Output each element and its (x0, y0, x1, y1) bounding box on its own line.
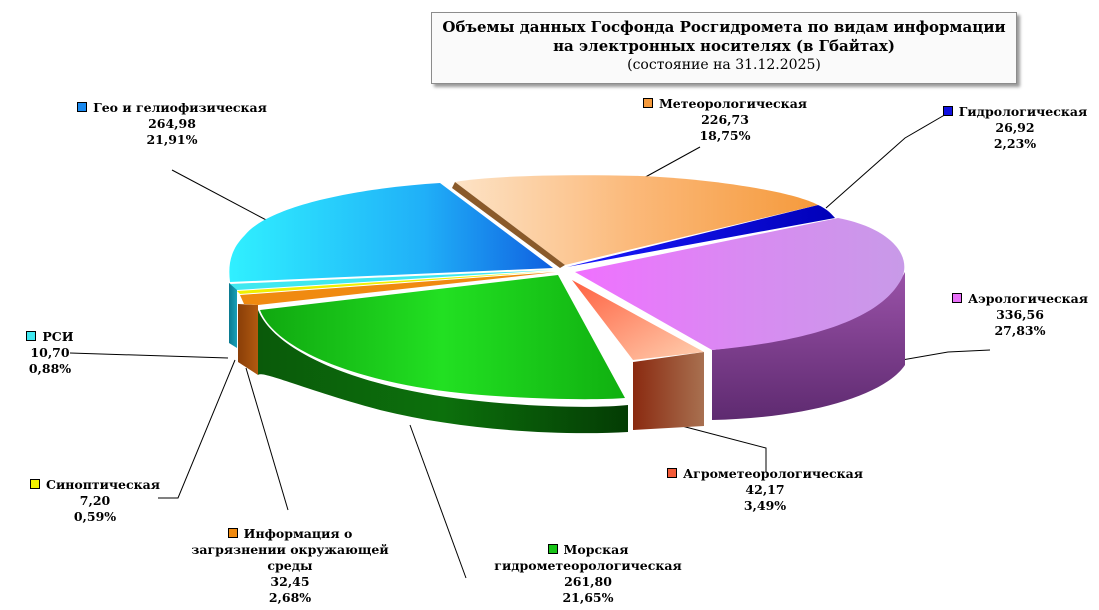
label-name: Метеорологическая (658, 96, 808, 111)
label-percent: 27,83% (994, 323, 1046, 338)
pie-slice-geo (229, 183, 553, 282)
label-percent: 2,68% (268, 590, 312, 605)
label-value: 226,73 (701, 112, 749, 127)
label-name: Гидрологическая (958, 104, 1088, 119)
label-name-line2: гидрометеорологическая (494, 558, 682, 573)
pie-slice-marine (260, 275, 625, 400)
pie-slice-meteo-edge (452, 182, 565, 268)
leader-line-geo (171, 169, 271, 223)
pie-slice-pollution (240, 272, 556, 305)
data-label-meteo: Метеорологическая 226,73 18,75% (640, 96, 810, 144)
pie-side-agro (633, 352, 704, 430)
label-name-line2: загрязнении окружающей (191, 542, 389, 557)
label-name-line3: среды (267, 558, 313, 573)
legend-swatch-agro (667, 468, 677, 478)
legend-swatch-geo (77, 102, 88, 112)
pie-side-marine (258, 310, 628, 434)
label-name: Информация о (243, 526, 353, 541)
legend-swatch-pollution (227, 528, 238, 538)
legend-swatch-aero (951, 293, 962, 303)
data-label-agro: Агрометеорологическая 42,17 3,49% (660, 466, 870, 514)
legend-swatch-meteo (642, 98, 653, 108)
pie-side-pollution (238, 304, 258, 375)
label-name: Морская (563, 542, 629, 557)
pie-side-rsi (229, 283, 237, 348)
pie-side-aero (712, 272, 905, 420)
data-label-synoptic: Синоптическая 7,20 0,59% (30, 477, 160, 525)
pie-slice-agro (572, 280, 704, 360)
label-name: Гео и гелиофизическая (93, 100, 267, 115)
leader-line-agro (677, 424, 767, 472)
legend-swatch-rsi (26, 331, 37, 341)
label-percent: 0,59% (73, 509, 117, 524)
leader-line-synoptic (158, 359, 236, 499)
label-percent: 18,75% (699, 128, 751, 143)
label-name: Аэрологическая (967, 291, 1089, 306)
legend-swatch-marine (547, 544, 558, 554)
data-label-geo: Гео и гелиофизическая 264,98 21,91% (72, 100, 272, 148)
data-label-pollution: Информация о загрязнении окружающей сред… (180, 526, 400, 606)
legend-swatch-hydro (942, 106, 953, 116)
label-value: 336,56 (996, 307, 1044, 322)
pie-slice-rsi (230, 270, 553, 290)
chart-title-line1: Объемы данных Госфонда Росгидромета по в… (442, 18, 1006, 36)
chart-title-box: Объемы данных Госфонда Росгидромета по в… (431, 12, 1017, 84)
leader-line-hydro (825, 112, 949, 209)
label-value: 264,98 (148, 116, 196, 131)
pie-slice-synoptic (237, 271, 555, 294)
label-percent: 21,91% (146, 132, 198, 147)
label-percent: 3,49% (743, 498, 787, 513)
data-label-aero: Аэрологическая 336,56 27,83% (945, 291, 1095, 339)
leader-line-meteo (639, 146, 701, 181)
pie-slice-hydro (567, 205, 835, 267)
data-label-hydro: Гидрологическая 26,92 2,23% (940, 104, 1090, 152)
legend-swatch-synoptic (30, 479, 41, 489)
leader-line-pollution (245, 367, 289, 511)
data-label-marine: Морская гидрометеорологическая 261,80 21… (478, 542, 698, 606)
label-percent: 2,23% (993, 136, 1037, 151)
label-percent: 0,88% (28, 361, 72, 376)
label-value: 32,45 (270, 574, 310, 589)
label-value: 10,70 (30, 345, 70, 360)
leader-line-rsi (69, 352, 229, 359)
leader-line-marine (409, 424, 467, 579)
pie-slice-aero (575, 218, 905, 350)
label-name: Синоптическая (46, 477, 160, 492)
label-percent: 21,65% (562, 590, 614, 605)
label-value: 26,92 (995, 120, 1035, 135)
chart-title-line3: (состояние на 31.12.2025) (627, 57, 821, 73)
label-name: РСИ (42, 329, 74, 344)
label-value: 42,17 (745, 482, 785, 497)
label-name: Агрометеорологическая (683, 466, 863, 481)
chart-title-line2: на электронных носителях (в Гбайтах) (553, 37, 895, 55)
data-label-rsi: РСИ 10,70 0,88% (10, 329, 90, 377)
label-value: 261,80 (564, 574, 612, 589)
label-value: 7,20 (79, 493, 111, 508)
pie-slice-meteo (455, 175, 818, 265)
